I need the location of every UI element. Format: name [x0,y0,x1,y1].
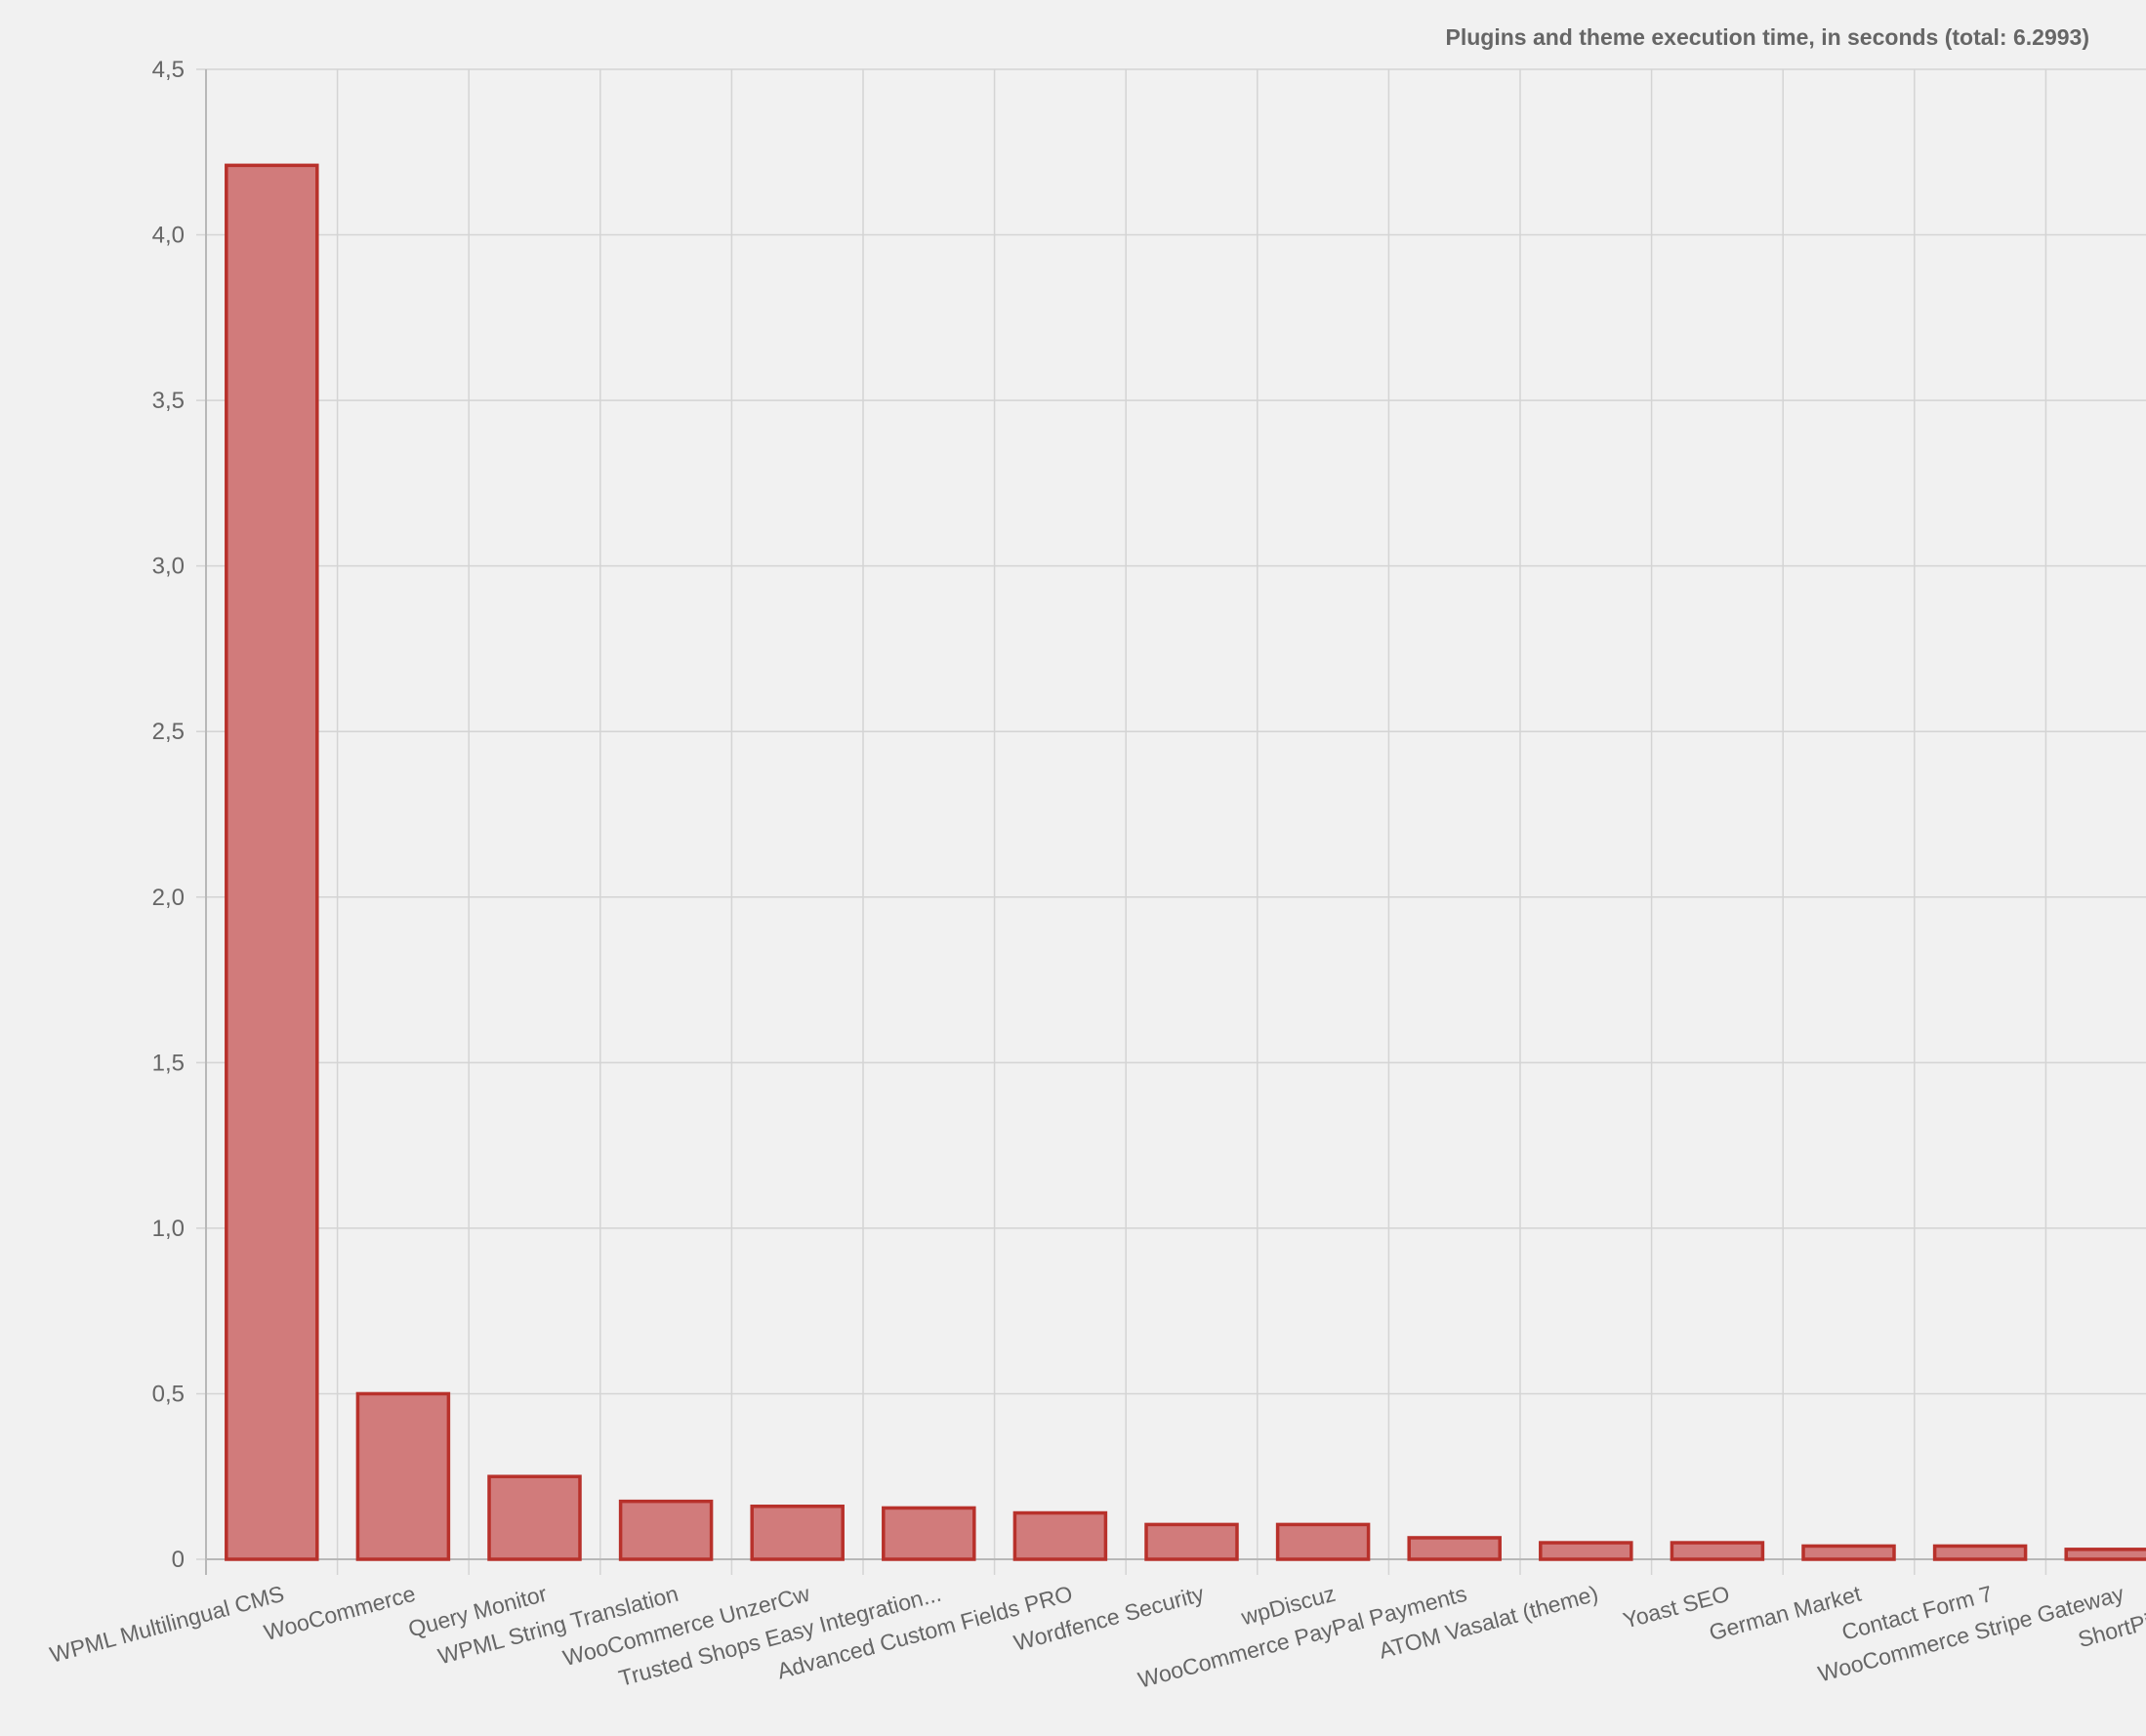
x-tick-label: ATOM Vasalat (theme) [1376,1581,1600,1664]
bar[interactable] [1539,1541,1633,1561]
y-tick-label: 4,0 [152,223,185,249]
bar[interactable] [1407,1536,1502,1561]
bar[interactable] [1932,1544,2028,1561]
bar[interactable] [1275,1522,1371,1561]
y-tick-label: 0,5 [152,1381,185,1407]
bar[interactable] [1670,1541,1765,1561]
bar[interactable] [618,1499,714,1561]
y-axis-ticks: 0 0,5 1,0 1,5 2,0 2,5 3,0 3,5 4,0 4,5 [152,57,185,1573]
x-tick-label: German Market [1707,1581,1865,1646]
bar[interactable] [882,1506,976,1561]
y-tick-label: 0 [172,1547,185,1573]
y-tick-label: 1,5 [152,1050,185,1076]
x-tick-label: WPML Multilingual CMS [47,1581,286,1668]
grid-lines [196,68,2146,1575]
bar[interactable] [750,1504,845,1561]
y-tick-label: 2,5 [152,719,185,745]
y-tick-label: 3,0 [152,554,185,580]
bar[interactable] [2064,1548,2146,1561]
y-tick-label: 2,0 [152,885,185,911]
x-tick-label: WooCommerce [262,1581,419,1645]
y-tick-label: 3,5 [152,388,185,414]
y-tick-label: 4,5 [152,57,185,83]
bar[interactable] [1012,1510,1108,1561]
bar[interactable] [1801,1544,1896,1561]
bars [225,163,2146,1561]
chart-title: Plugins and theme execution time, in sec… [1446,24,2090,50]
bar[interactable] [1144,1522,1239,1561]
bar[interactable] [225,163,319,1561]
bar[interactable] [355,1391,451,1561]
y-tick-label: 1,0 [152,1216,185,1242]
bar[interactable] [487,1474,582,1561]
